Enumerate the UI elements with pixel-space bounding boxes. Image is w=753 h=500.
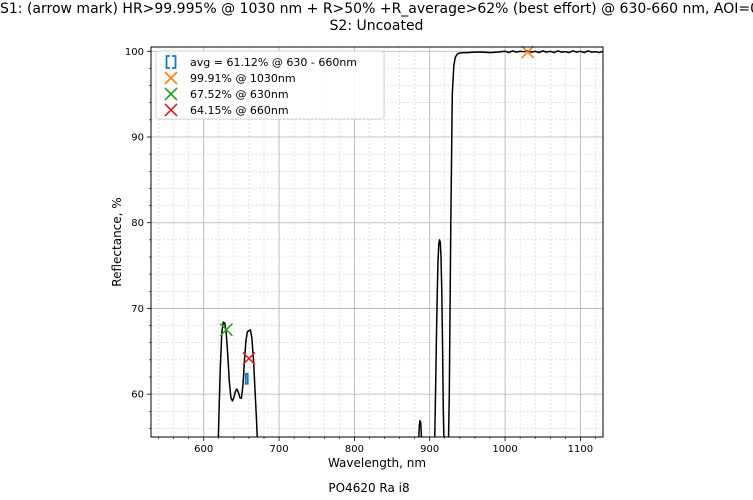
legend-item: 99.91% @ 1030nm: [190, 72, 296, 85]
marker-bracket-0-right: [246, 372, 249, 385]
marker-x-2-stroke-b: [219, 323, 233, 337]
marker-x-3: [242, 352, 256, 366]
y-tick-label: 70: [131, 304, 144, 315]
legend-label: 67.52% @ 630nm: [190, 88, 289, 101]
chart-caption: PO4620 Ra i8: [328, 481, 410, 495]
y-tick-label: 80: [131, 218, 144, 229]
marker-x-3-stroke-b: [242, 352, 256, 366]
legend-x-marker-2-stroke-b: [164, 87, 178, 101]
x-tick-label: 1000: [492, 444, 517, 455]
x-tick-label: 600: [194, 444, 213, 455]
chart-subtitle: S2: Uncoated: [329, 18, 424, 34]
x-tick-label: 900: [420, 444, 439, 455]
legend: avg = 61.12% @ 630 - 660nm 99.91% @ 1030n…: [155, 50, 385, 120]
legend-x-marker-3: [164, 103, 178, 117]
y-tick-label: 90: [131, 133, 144, 144]
x-axis-label: Wavelength, nm: [328, 456, 426, 470]
legend-x-marker-1-stroke-b: [164, 71, 178, 85]
y-axis-label: Reflectance, %: [110, 197, 124, 286]
legend-box: [155, 50, 385, 120]
legend-label: 64.15% @ 660nm: [190, 104, 289, 117]
y-tick-label: 100: [125, 47, 144, 58]
legend-label: 99.91% @ 1030nm: [190, 72, 296, 85]
x-tick-label: 1100: [568, 444, 593, 455]
legend-bracket-marker-0-left: [165, 55, 170, 69]
legend-label: avg = 61.12% @ 630 - 660nm: [190, 56, 357, 69]
reflectance-curve-0: [217, 50, 603, 437]
legend-item: 67.52% @ 630nm: [190, 88, 289, 101]
legend-item: avg = 61.12% @ 630 - 660nm: [190, 56, 357, 69]
marker-x-1: [521, 45, 535, 59]
legend-x-marker-3-stroke-b: [164, 103, 178, 117]
legend-bracket-marker-0-right: [172, 55, 177, 69]
marker-bracket-0: [244, 372, 249, 385]
plot-frame: [150, 46, 604, 438]
legend-x-marker-2: [164, 87, 178, 101]
marker-x-1-stroke-b: [521, 45, 535, 59]
x-tick-label: 800: [345, 444, 364, 455]
legend-x-marker-1: [164, 71, 178, 85]
y-tick-label: 60: [131, 390, 144, 401]
legend-bracket-marker-0: [165, 55, 177, 69]
x-tick-label: 700: [270, 444, 289, 455]
marker-x-2: [219, 323, 233, 337]
legend-item: 64.15% @ 660nm: [190, 104, 289, 117]
chart-title: S1: (arrow mark) HR>99.995% @ 1030 nm + …: [0, 1, 753, 17]
